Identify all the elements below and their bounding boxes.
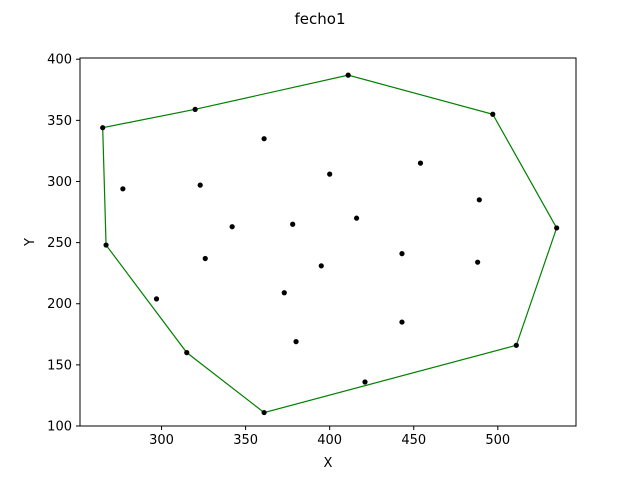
x-tick-label: 400 (317, 433, 342, 448)
x-tick-label: 450 (401, 433, 426, 448)
chart-title: fecho1 (295, 10, 346, 28)
data-point (229, 224, 235, 230)
data-point (100, 125, 106, 131)
y-tick-label: 250 (47, 236, 72, 251)
y-tick-label: 200 (47, 297, 72, 312)
hull-line (102, 74, 558, 414)
data-point (476, 197, 482, 203)
y-tick-label: 300 (47, 175, 72, 190)
data-point (290, 221, 296, 227)
x-axis-ticks: 300 350 400 450 500 (149, 426, 510, 448)
data-point (184, 350, 190, 356)
data-point (261, 136, 267, 142)
data-point (197, 182, 203, 188)
y-axis-ticks: 100 150 200 250 300 350 400 (47, 53, 80, 435)
scatter-points (100, 72, 560, 416)
data-point (399, 251, 405, 257)
data-point (362, 379, 368, 385)
data-point (399, 319, 405, 325)
data-point (327, 171, 333, 177)
y-tick-label: 100 (47, 420, 72, 435)
data-point (318, 263, 324, 269)
data-point (345, 72, 351, 78)
x-tick-label: 350 (233, 433, 258, 448)
data-point (261, 409, 267, 416)
data-point (293, 339, 299, 345)
data-point (281, 290, 287, 296)
plot-frame (79, 57, 577, 427)
y-tick-label: 400 (47, 53, 72, 68)
data-point (490, 111, 496, 117)
convex-hull (102, 74, 558, 414)
data-point (192, 106, 198, 112)
data-point (513, 342, 519, 348)
y-axis-label: Y (23, 238, 38, 247)
x-tick-label: 500 (485, 433, 510, 448)
data-point (417, 160, 424, 166)
y-tick-label: 150 (47, 358, 72, 373)
y-tick-label: 350 (47, 114, 72, 129)
data-point (153, 296, 160, 302)
data-point (475, 259, 481, 265)
data-point (554, 225, 560, 231)
data-point (202, 255, 208, 262)
data-point (103, 242, 109, 248)
data-point (120, 186, 126, 192)
data-point (353, 215, 360, 221)
x-tick-label: 300 (149, 433, 174, 448)
x-axis-label: X (324, 456, 333, 471)
